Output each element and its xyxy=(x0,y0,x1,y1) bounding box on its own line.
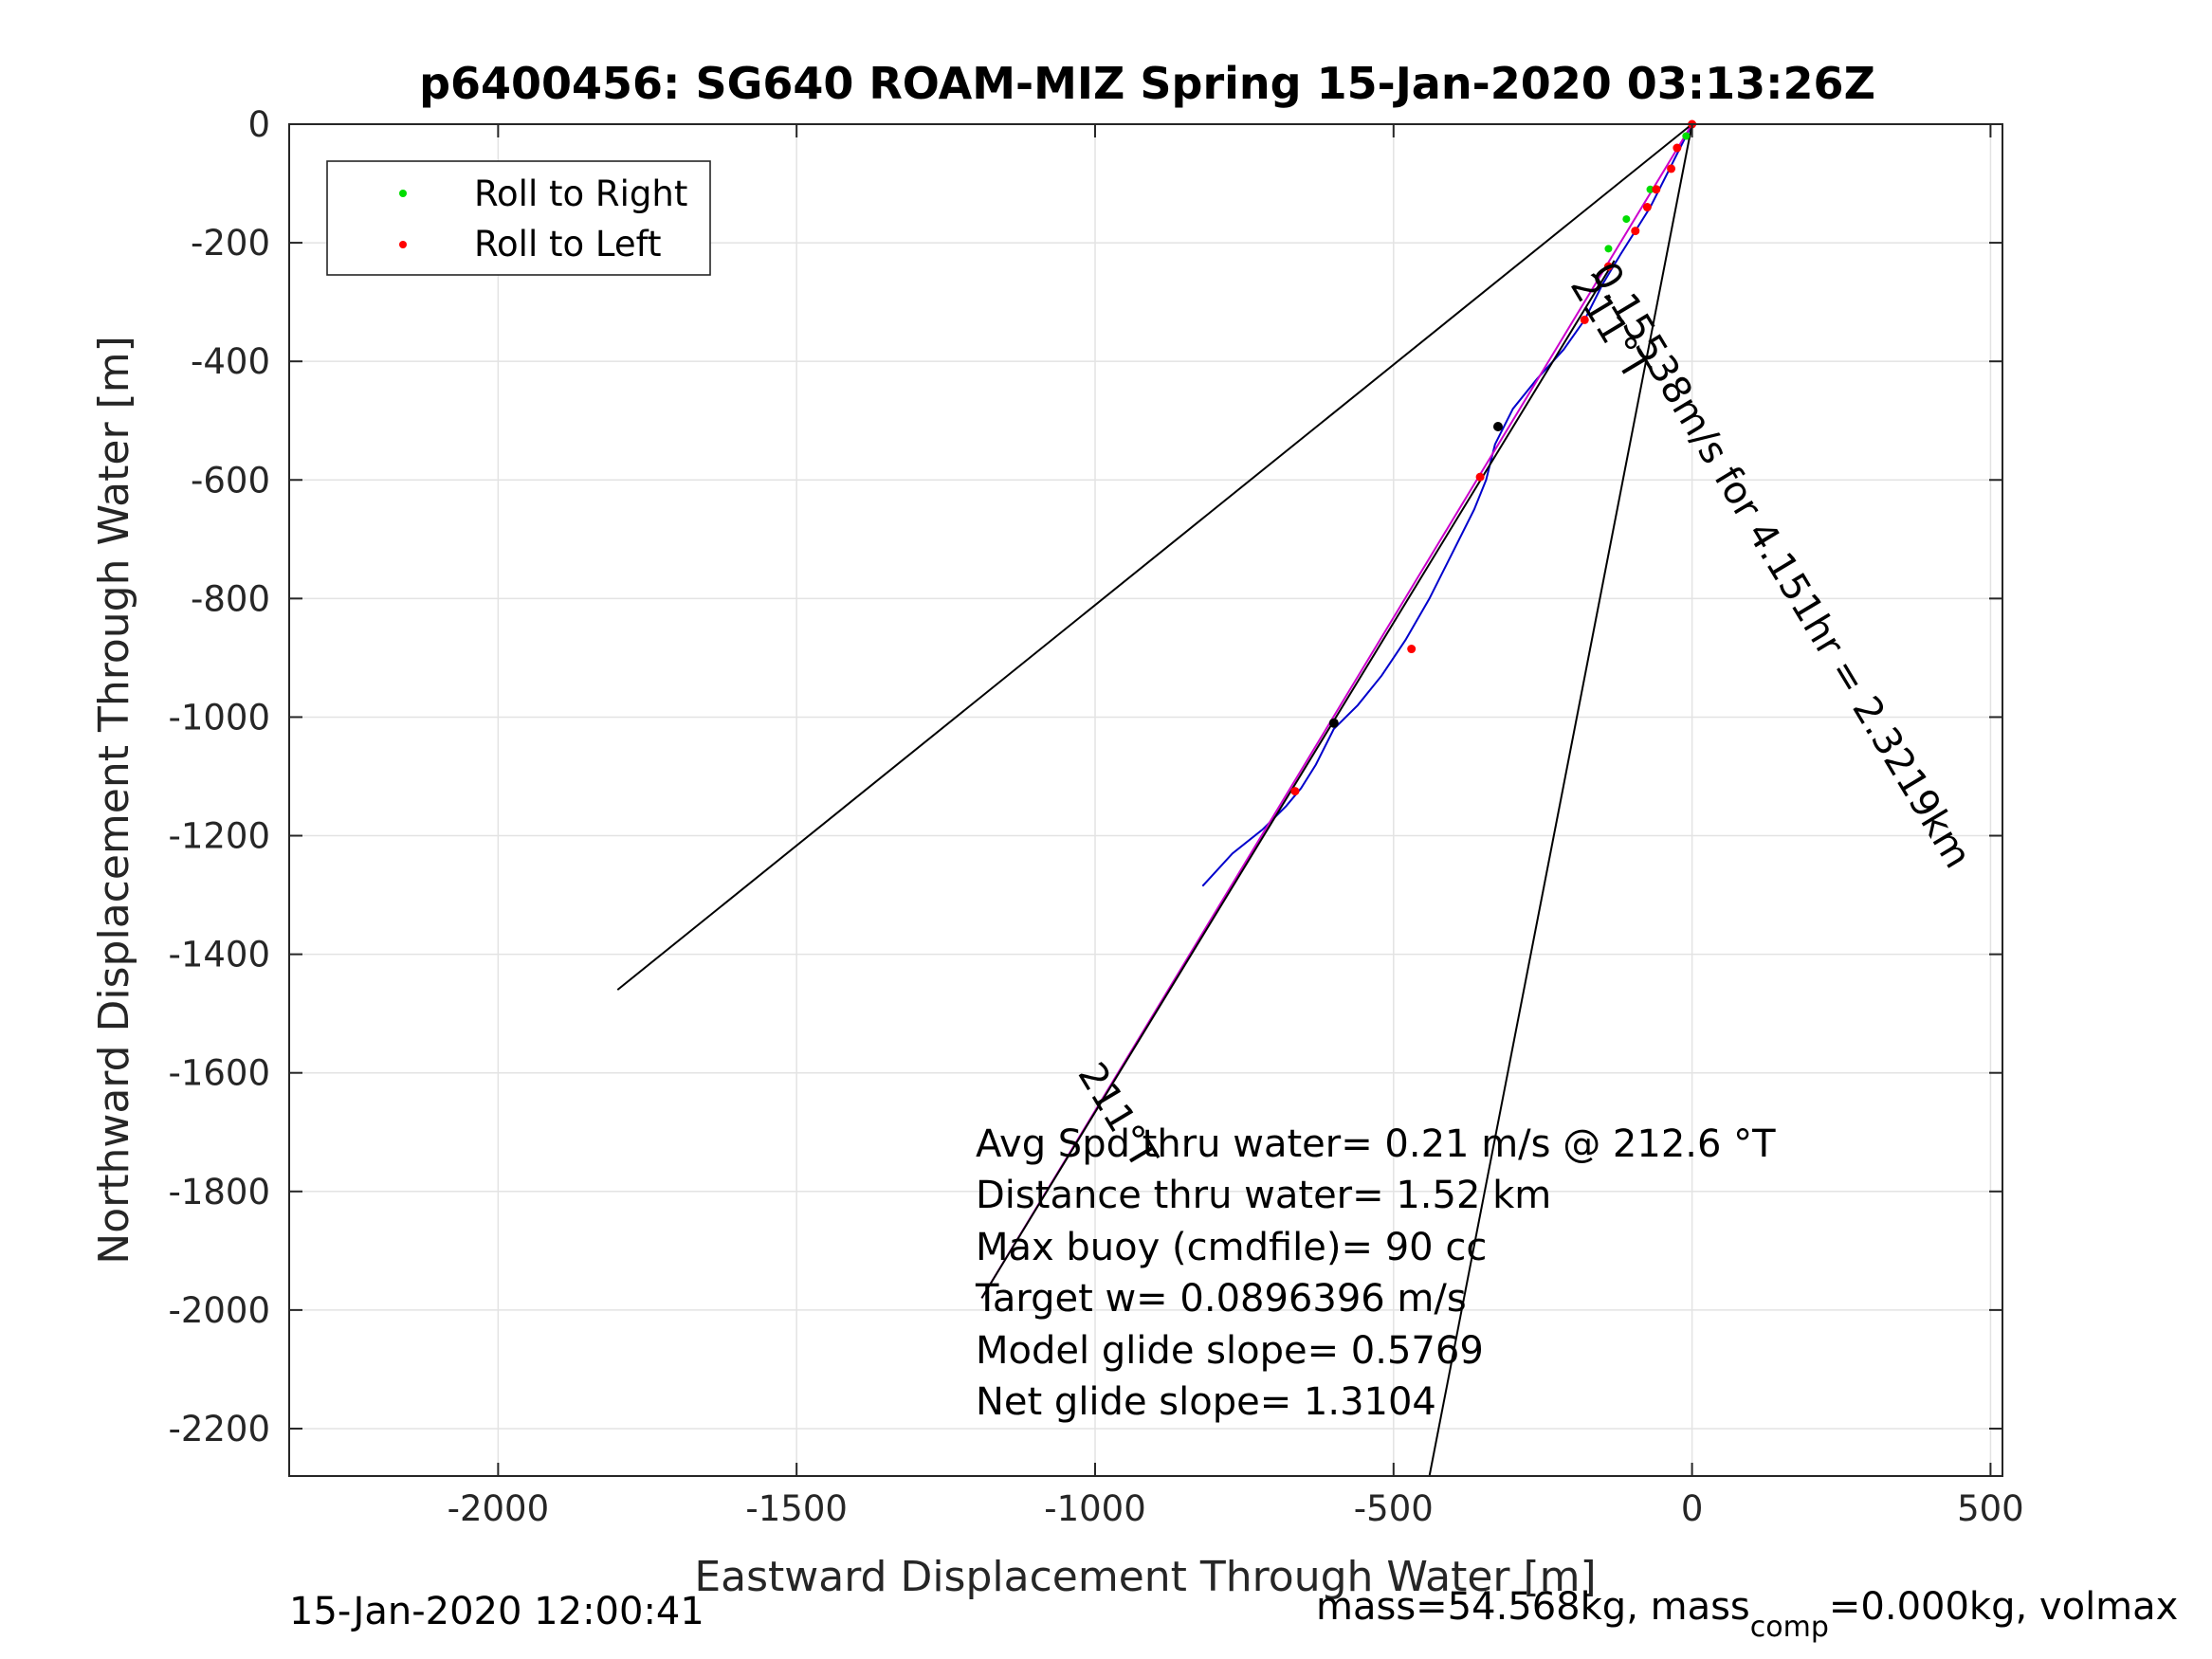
x-tick-label: -1000 xyxy=(1044,1488,1146,1529)
waypoint-marker xyxy=(1492,421,1503,431)
y-tick-label: -200 xyxy=(191,223,270,264)
y-tick-label: -1400 xyxy=(168,935,270,975)
roll-left-point xyxy=(1603,262,1613,271)
roll-left-point xyxy=(1673,143,1682,153)
legend-box xyxy=(326,160,711,276)
glider-track-line xyxy=(1201,123,1693,887)
y-tick-label: -1600 xyxy=(168,1053,270,1094)
reference-line-4 xyxy=(980,260,1616,1299)
tick-layer: -2000 -1500 -1000 -500 0 500 0 -200 -400 -600 -800… xyxy=(168,104,2023,1529)
footer-mass-sub: comp xyxy=(1750,1611,1829,1644)
roll-right-point xyxy=(1682,132,1691,140)
roll-left-point xyxy=(1407,645,1417,654)
y-tick-label: -1000 xyxy=(168,697,270,738)
roll-right-point xyxy=(1646,185,1654,193)
y-tick-label: -2200 xyxy=(168,1409,270,1449)
roll-left-point xyxy=(1475,472,1485,482)
legend-label-roll-right: Roll to Right xyxy=(474,173,687,214)
info-net-glide-slope: Net glide slope= 1.3104 xyxy=(976,1380,1436,1424)
x-tick-label: 0 xyxy=(1681,1488,1704,1529)
info-block: Avg Spd thru water= 0.21 m/s @ 212.6 °T … xyxy=(975,1122,1776,1424)
roll-right-point xyxy=(1604,245,1613,253)
roll-left-point xyxy=(1290,787,1300,796)
info-target-w: Target w= 0.0896396 m/s xyxy=(975,1277,1467,1321)
roll-right-point xyxy=(1622,215,1631,224)
legend: Roll to Right Roll to Left xyxy=(326,160,711,276)
series-layer xyxy=(616,123,1693,1477)
roll-left-point xyxy=(1667,164,1676,173)
roll-left-point xyxy=(1631,227,1640,236)
footer-mass: mass=54.568kg, masscomp=0.000kg, volmax xyxy=(1316,1585,2178,1644)
x-tick-label: -500 xyxy=(1354,1488,1434,1529)
y-tick-label: 0 xyxy=(247,104,270,145)
legend-label-roll-left: Roll to Left xyxy=(474,224,662,264)
legend-marker-roll-left xyxy=(399,241,407,248)
x-tick-label: 500 xyxy=(1957,1488,2024,1529)
footer-mass-a: mass=54.568kg, mass xyxy=(1316,1585,1750,1629)
y-tick-label: -800 xyxy=(191,578,270,619)
info-max-buoy: Max buoy (cmdfile)= 90 cc xyxy=(976,1226,1487,1269)
x-axis-label: Eastward Displacement Through Water [m] xyxy=(694,1553,1596,1601)
x-tick-label: -2000 xyxy=(448,1488,550,1529)
roll-left-point xyxy=(1642,203,1652,212)
x-tick-label: -1500 xyxy=(745,1488,848,1529)
annotation-layer: 0.15538m/s for 4.151hr = 2.3219km211°T21… xyxy=(1069,255,1980,1176)
chart-title: p6400456: SG640 ROAM-MIZ Spring 15-Jan-2… xyxy=(419,58,1875,109)
info-distance: Distance thru water= 1.52 km xyxy=(976,1174,1551,1217)
y-tick-label: -1200 xyxy=(168,816,270,857)
y-tick-label: -400 xyxy=(191,341,270,382)
y-tick-label: -600 xyxy=(191,460,270,501)
grid xyxy=(289,123,2002,1476)
reference-line-2 xyxy=(616,123,1693,991)
y-tick-label: -1800 xyxy=(168,1172,270,1212)
roll-left-point xyxy=(1652,185,1661,194)
info-avg-speed: Avg Spd thru water= 0.21 m/s @ 212.6 °T xyxy=(976,1122,1776,1166)
plot-frame xyxy=(288,123,2003,1477)
y-axis-label: Northward Displacement Through Water [m] xyxy=(90,336,138,1264)
reference-line-3 xyxy=(1428,123,1693,1477)
footer-timestamp: 15-Jan-2020 12:00:41 xyxy=(289,1590,704,1633)
y-tick-label: -2000 xyxy=(168,1290,270,1331)
legend-marker-roll-right xyxy=(399,190,407,197)
waypoint-marker xyxy=(1328,718,1339,728)
roll-left-point xyxy=(1580,315,1589,324)
footer-mass-b: =0.000kg, volmax xyxy=(1829,1585,2178,1629)
info-model-glide-slope: Model glide slope= 0.5769 xyxy=(976,1329,1484,1373)
